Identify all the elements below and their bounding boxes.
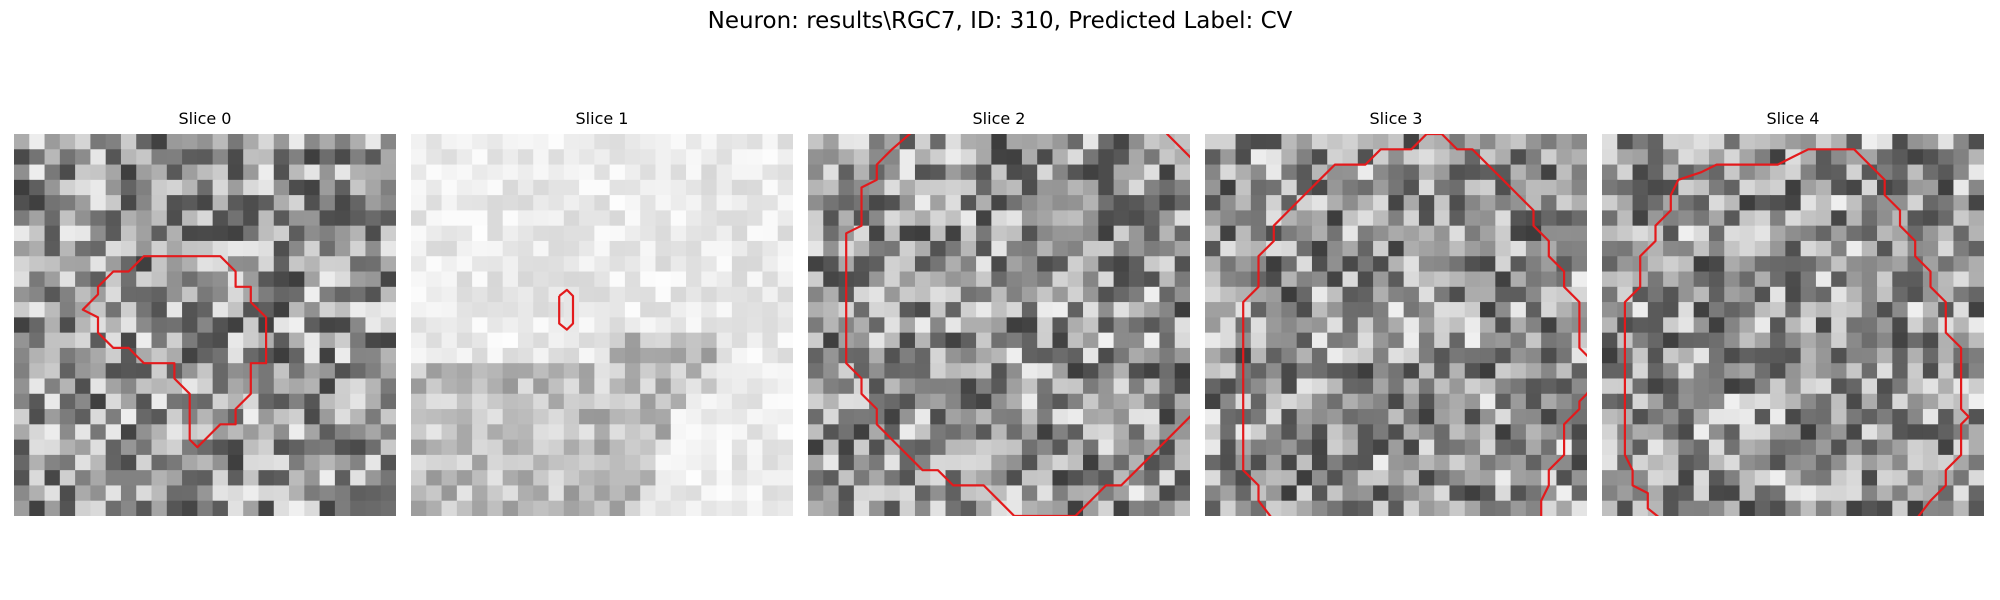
segmentation-contour bbox=[81, 255, 268, 449]
slice-title: Slice 2 bbox=[972, 109, 1026, 128]
slice-title: Slice 0 bbox=[178, 109, 232, 128]
slice-panel-1: Slice 1 bbox=[411, 108, 793, 516]
slice-image bbox=[14, 134, 396, 516]
segmentation-contour bbox=[1242, 134, 1587, 516]
slice-panel-2: Slice 2 bbox=[808, 108, 1190, 516]
slice-panel-0: Slice 0 bbox=[14, 108, 396, 516]
slice-image bbox=[411, 134, 793, 516]
segmentation-contour bbox=[558, 288, 575, 331]
slice-image bbox=[1602, 134, 1984, 516]
slice-title: Slice 1 bbox=[575, 109, 629, 128]
slice-title: Slice 4 bbox=[1766, 109, 1820, 128]
slice-panel-4: Slice 4 bbox=[1602, 108, 1984, 516]
slice-title: Slice 3 bbox=[1369, 109, 1423, 128]
slice-panel-3: Slice 3 bbox=[1205, 108, 1587, 516]
segmentation-contour bbox=[845, 134, 1190, 516]
figure-title: Neuron: results\RGC7, ID: 310, Predicted… bbox=[707, 8, 1293, 34]
slice-image bbox=[1205, 134, 1587, 516]
segmentation-contour bbox=[1623, 148, 1970, 516]
slice-image bbox=[808, 134, 1190, 516]
